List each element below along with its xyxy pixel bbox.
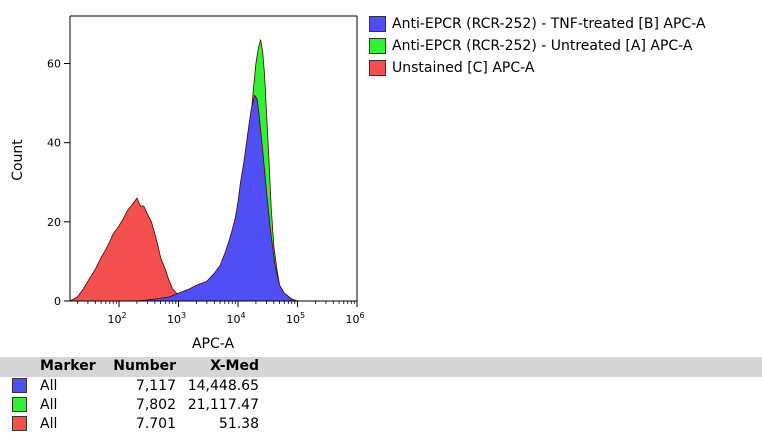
legend-swatch-unstained [369,60,386,76]
row-color-swatch [12,378,27,393]
cell-marker: All [40,416,58,432]
x-tick-label: 103 [167,311,186,326]
legend-label-unstained: Unstained [C] APC-A [392,60,535,76]
cell-number: 7,802 [135,397,176,413]
series-tnf-area [69,94,358,302]
cell-number: 7,117 [135,378,176,394]
x-tick-label: 102 [107,311,126,326]
y-tick-label: 40 [47,137,61,150]
legend-swatch-untreated [369,38,386,54]
x-axis-label: APC-A [192,336,235,352]
legend-label-tnf: Anti-EPCR (RCR-252) - TNF-treated [B] AP… [392,16,706,32]
y-axis-label: Count [10,139,26,181]
row-color-swatch [12,397,27,412]
table-row: All 7,802 21,117.47 [0,396,762,415]
y-tick-label: 0 [54,295,61,308]
table-row: All 7.701 51.38 [0,415,762,434]
row-color-swatch [12,416,27,431]
cell-number: 7.701 [135,416,176,432]
header-marker: Marker [40,358,96,374]
header-number: Number [113,358,176,374]
y-tick-label: 60 [47,58,61,71]
cell-xmed: 14,448.65 [187,378,259,394]
x-tick-label: 104 [226,311,245,326]
legend-swatch-tnf [369,16,386,32]
cell-marker: All [40,397,58,413]
statistics-header-row: Marker Number X-Med [0,357,762,377]
x-tick-label: 105 [286,311,305,326]
histogram-plot: 0 20 40 60 102 103 104 105 106 Count APC-A [10,15,365,352]
cell-xmed: 51.38 [218,416,259,432]
table-row: All 7,117 14,448.65 [0,377,762,396]
legend-label-untreated: Anti-EPCR (RCR-252) - Untreated [A] APC-… [392,38,693,54]
statistics-table: Marker Number X-Med All 7,117 14,448.65 … [0,357,762,434]
x-tick-label: 106 [345,311,364,326]
header-xmed: X-Med [210,358,259,374]
y-tick-label: 20 [47,216,61,229]
cell-marker: All [40,378,58,394]
cell-xmed: 21,117.47 [187,397,259,413]
